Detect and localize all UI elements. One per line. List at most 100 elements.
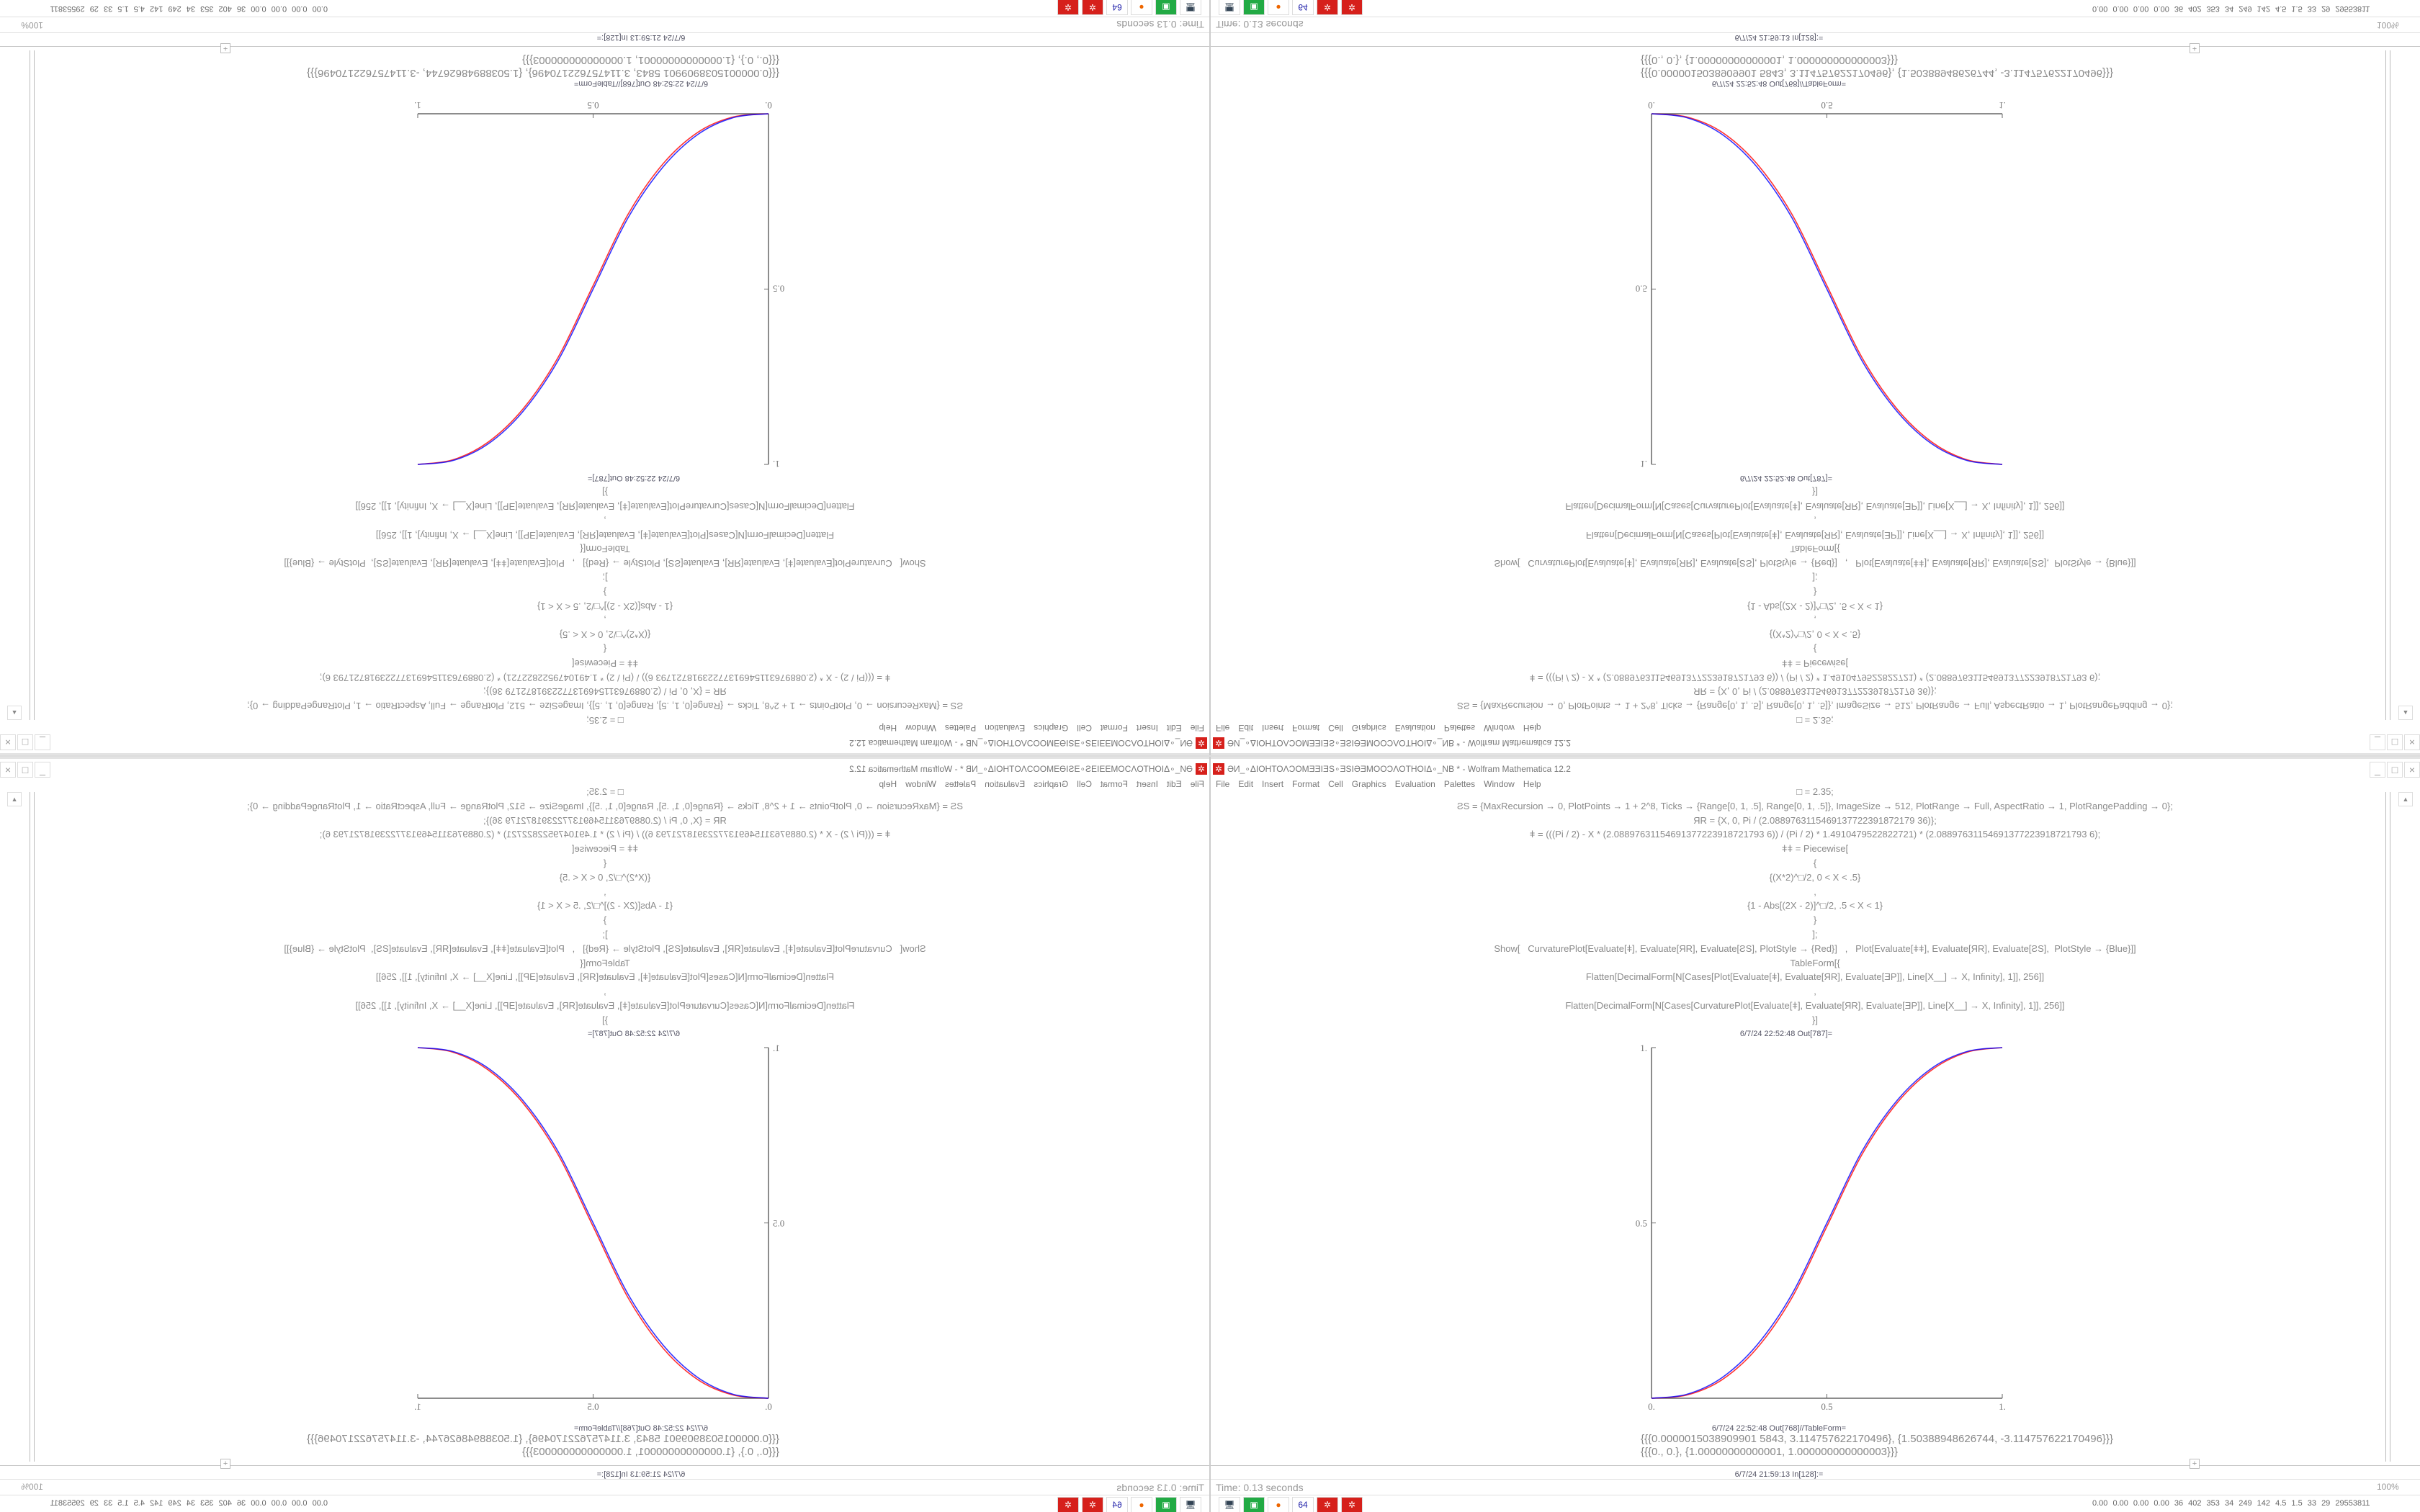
status-bar: Time: 0.13 seconds 100%: [1210, 17, 2420, 33]
menu-help[interactable]: Help: [1523, 779, 1541, 789]
cell-insertion-line[interactable]: [1210, 46, 2420, 47]
zoom-level[interactable]: 100%: [2377, 20, 2399, 30]
out-plot-label: 6/7/24 22:52:48 Out[787]=: [587, 1030, 681, 1038]
code-line: {: [603, 858, 607, 868]
out-plot-label: 6/7/24 22:52:48 Out[787]=: [1739, 1030, 1833, 1038]
code-line: ];: [1812, 572, 1818, 583]
terminal-icon[interactable]: ▣: [1155, 1497, 1177, 1512]
firefox-icon[interactable]: ●: [1268, 0, 1289, 15]
add-cell-button[interactable]: +: [220, 43, 230, 53]
code-line: ,: [604, 615, 606, 626]
minimize-button[interactable]: _: [2370, 734, 2385, 750]
remote-desktop-icon[interactable]: 🖥: [1180, 1497, 1201, 1512]
code-line: ];: [602, 572, 608, 583]
menu-edit[interactable]: Edit: [1238, 779, 1254, 789]
scroll-up-button[interactable]: ▲: [7, 706, 22, 720]
mathematica-icon[interactable]: ✲: [1317, 1497, 1338, 1512]
title-bar: ✲ ƏИ_∘ΔIOHTOɅƆOMƎƎIƎS∘ƎSIƏƎMOOƆɅOTHOIΔ∘_…: [0, 733, 1210, 756]
mathematica-icon[interactable]: ✲: [1082, 0, 1103, 15]
mathematica-icon[interactable]: ✲: [1317, 0, 1338, 15]
close-button[interactable]: ×: [2404, 762, 2420, 778]
close-button[interactable]: ×: [2404, 734, 2420, 750]
mathematica-icon[interactable]: ✲: [1057, 0, 1079, 15]
minimize-button[interactable]: _: [2370, 762, 2385, 778]
zoom-level[interactable]: 100%: [2377, 1482, 2399, 1492]
out-table-label: 6/7/24 22:52:48 Out[768]//TableForm=: [573, 1424, 709, 1433]
remote-desktop-icon[interactable]: 🖥: [1219, 1497, 1240, 1512]
code-line: Show[ CurvaturePlot[Evaluate[ǂ], Evaluat…: [284, 942, 926, 954]
menu-cell[interactable]: Cell: [1328, 779, 1343, 789]
code-line: Flatten[DecimalForm[N[Cases[Plot[Evaluat…: [375, 971, 835, 983]
window-title: ƏИ_∘ΔIOHTOɅƆOMƎƎIƎS∘ƎSIƏƎMOOƆɅOTHOIΔ∘_NB…: [1227, 764, 1571, 774]
add-cell-button[interactable]: +: [2190, 43, 2200, 53]
code-line: }: [1813, 914, 1817, 926]
series-line-1: [1651, 113, 2003, 465]
firefox-icon[interactable]: ●: [1131, 0, 1152, 15]
mathematica-icon[interactable]: ✲: [1082, 1497, 1103, 1512]
code-line: TableForm[{: [580, 544, 630, 555]
scroll-up-button[interactable]: ▲: [7, 792, 22, 806]
menu-graphics[interactable]: Graphics: [1351, 779, 1386, 789]
code-line: Flatten[DecimalForm[N[Cases[Plot[Evaluat…: [1585, 971, 2045, 983]
menu-insert[interactable]: Insert: [1262, 779, 1284, 789]
series-line-0: [1651, 1047, 2003, 1399]
firefox-icon[interactable]: ●: [1268, 1497, 1289, 1512]
out-plot-label: 6/7/24 22:52:48 Out[787]=: [587, 474, 681, 482]
code-line: {1 - Abs[(2X - 2)]^□/2, .5 < X < 1}: [1747, 900, 1883, 912]
terminal-icon[interactable]: ▣: [1243, 0, 1265, 15]
notebook-window-flipped-horizontal: ✲ ƏИ_∘ΔIOHTOɅƆOMƎƎIƎS∘ƎSIƏƎMOOƆɅOTHOIΔ∘_…: [0, 756, 1210, 1512]
minimize-button[interactable]: _: [35, 762, 50, 778]
remote-desktop-icon[interactable]: 🖥: [1180, 0, 1201, 15]
code-line: TableForm[{: [1790, 957, 1840, 968]
terminal-icon[interactable]: ▣: [1243, 1497, 1265, 1512]
code-line: {1 - Abs[(2X - 2)]^□/2, .5 < X < 1}: [537, 600, 673, 612]
maximize-button[interactable]: □: [2387, 734, 2403, 750]
mathematica-icon: ✲: [1196, 763, 1207, 775]
code-line: ǂǂ = Piecewise[: [1781, 843, 1849, 855]
code-line: ЯR = {X, 0, Pi / (2.08897631154691377223…: [1693, 814, 1937, 826]
cell-bracket[interactable]: [34, 792, 35, 1462]
add-cell-button[interactable]: +: [2190, 1459, 2200, 1469]
cell-insertion-line[interactable]: [0, 46, 1210, 47]
menu-format[interactable]: Format: [1292, 779, 1320, 789]
mathematica-icon: ✲: [1196, 737, 1207, 749]
y-tick-label: 1.: [1640, 459, 1647, 469]
cell-bracket[interactable]: [2385, 792, 2386, 1462]
cell-bracket[interactable]: [2385, 50, 2386, 720]
cell-bracket[interactable]: [34, 50, 35, 720]
terminal-icon[interactable]: ▣: [1155, 0, 1177, 15]
maximize-button[interactable]: □: [2387, 762, 2403, 778]
cell-insertion-line[interactable]: [0, 1465, 1210, 1466]
menu-window[interactable]: Window: [1484, 779, 1515, 789]
cell-insertion-line[interactable]: [1210, 1465, 2420, 1466]
taskbar: 🖥 ▣ ● 64 ✲ ✲ 0.00 0.00 0.00 0.00 36 402 …: [0, 1495, 1210, 1512]
code-line: {(X*2)^□/2, 0 < X < .5}: [1769, 629, 1861, 641]
mathematica-icon[interactable]: ✲: [1341, 1497, 1363, 1512]
mathematica-icon[interactable]: ✲: [1341, 0, 1363, 15]
x-tick-label: 0.5: [587, 1401, 599, 1412]
floppy-64-icon[interactable]: 64: [1292, 1497, 1314, 1512]
mathematica-icon[interactable]: ✲: [1057, 1497, 1079, 1512]
floppy-64-icon[interactable]: 64: [1292, 0, 1314, 15]
scroll-up-button[interactable]: ▲: [2398, 706, 2413, 720]
code-line: ,: [1814, 615, 1816, 626]
minimize-button[interactable]: _: [35, 734, 50, 750]
maximize-button[interactable]: □: [17, 734, 33, 750]
scroll-up-button[interactable]: ▲: [2398, 792, 2413, 806]
menu-palettes[interactable]: Palettes: [1443, 779, 1476, 789]
firefox-icon[interactable]: ●: [1131, 1497, 1152, 1512]
zoom-level[interactable]: 100%: [21, 20, 43, 30]
mathematica-icon: ✲: [1213, 763, 1224, 775]
code-line: ǂ = (((Pi / 2) - X * (2.0889763115469137…: [319, 672, 891, 683]
curve-plot: 0. 0.5 1. 0.5 1.: [1636, 1043, 2006, 1412]
menu-file[interactable]: File: [1216, 779, 1230, 789]
floppy-64-icon[interactable]: 64: [1106, 1497, 1128, 1512]
add-cell-button[interactable]: +: [220, 1459, 230, 1469]
close-button[interactable]: ×: [0, 762, 16, 778]
menu-evaluation[interactable]: Evaluation: [1394, 779, 1435, 789]
floppy-64-icon[interactable]: 64: [1106, 0, 1128, 15]
remote-desktop-icon[interactable]: 🖥: [1219, 0, 1240, 15]
maximize-button[interactable]: □: [17, 762, 33, 778]
close-button[interactable]: ×: [0, 734, 16, 750]
zoom-level[interactable]: 100%: [21, 1482, 43, 1492]
